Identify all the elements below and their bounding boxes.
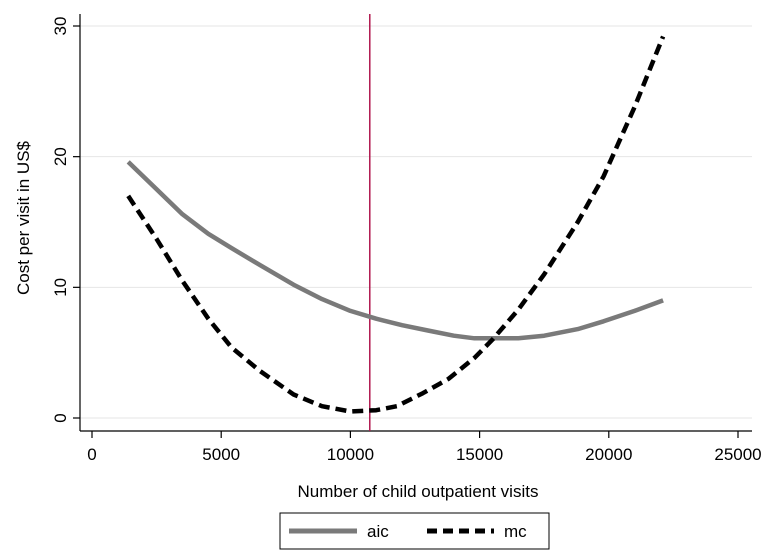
x-tick-label-0: 0 (87, 445, 96, 464)
legend-label-mc: mc (504, 522, 527, 541)
series-line-mc (126, 35, 666, 414)
x-tick-label-10000: 10000 (327, 445, 374, 464)
y-tick-label-30: 30 (51, 17, 70, 36)
legend: aic mc (279, 512, 550, 550)
series-line-aic (126, 160, 664, 341)
x-tick-label-20000: 20000 (585, 445, 632, 464)
x-axis-title: Number of child outpatient visits (298, 482, 539, 501)
axes: 0 10 20 30 0 5000 10000 15000 20000 25000 (51, 14, 762, 464)
x-tick-label-15000: 15000 (456, 445, 503, 464)
x-tick-label-25000: 25000 (714, 445, 761, 464)
x-tick-label-5000: 5000 (202, 445, 240, 464)
gridlines (80, 25, 752, 419)
y-tick-label-20: 20 (51, 147, 70, 166)
y-axis-title: Cost per visit in US$ (14, 140, 33, 295)
series-layer (126, 35, 666, 414)
y-tick-label-0: 0 (51, 413, 70, 422)
legend-label-aic: aic (367, 522, 389, 541)
y-tick-label-10: 10 (51, 278, 70, 297)
